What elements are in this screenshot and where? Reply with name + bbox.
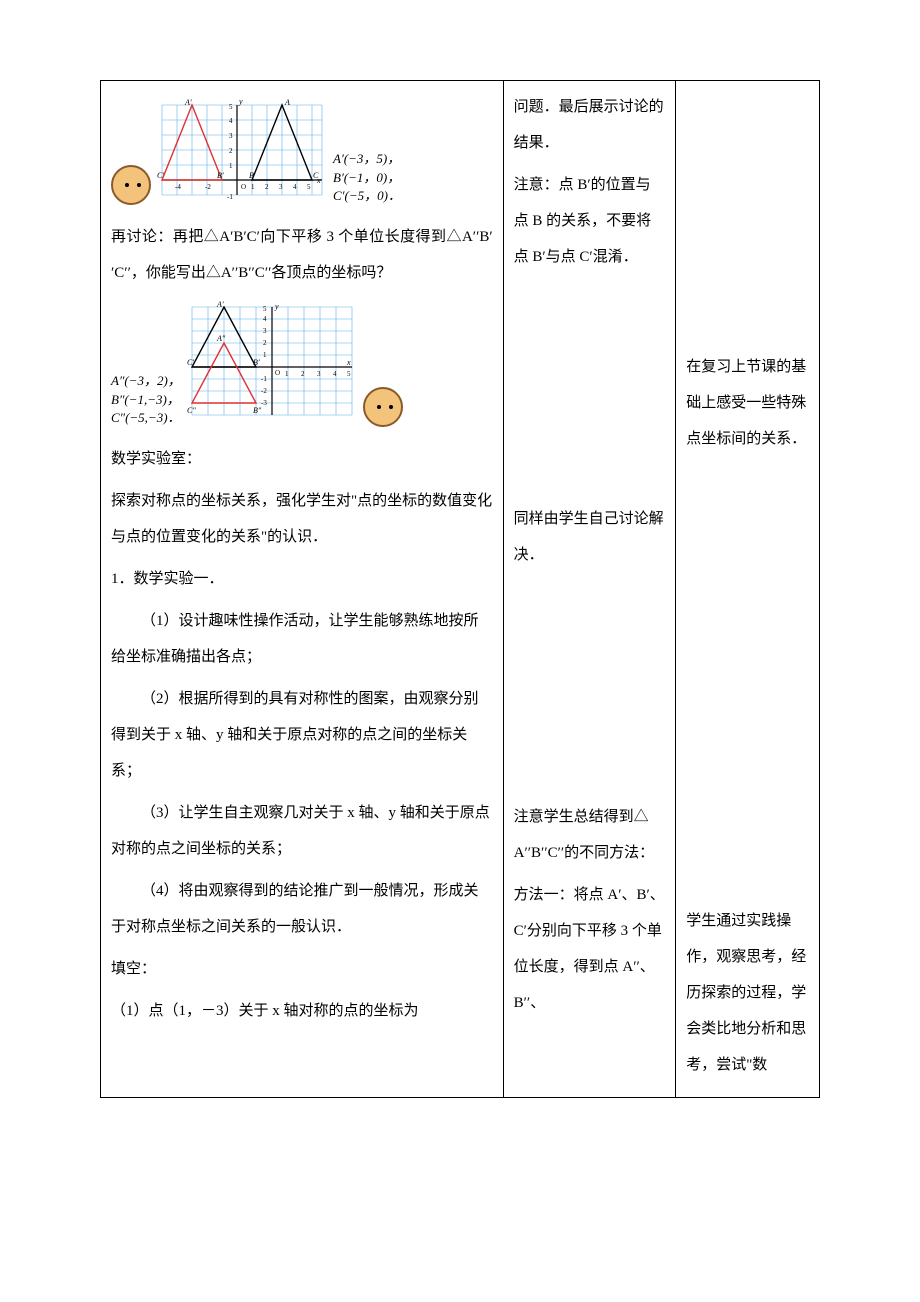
svg-text:x: x [316,176,321,185]
spacer [686,463,809,903]
svg-text:3: 3 [279,183,283,191]
svg-text:1: 1 [251,183,255,191]
fig2-coords: A″(−3，2)， B″(−1,−3)， C″(−5,−3)． [111,372,181,427]
svg-text:5: 5 [229,103,233,111]
svg-text:A′: A′ [216,300,224,309]
fill-title: 填空： [111,951,493,987]
svg-text:4: 4 [333,370,337,378]
svg-text:y: y [274,302,279,311]
coord-b-prime: B′(−1，0)， [333,169,401,187]
spacer [514,579,666,799]
exp1-item-3: （3）让学生自主观察几对关于 x 轴、y 轴和关于原点对称的点之间坐标的关系； [111,795,493,867]
note-p1: 问题．最后展示讨论的结果． [514,89,666,161]
svg-text:3: 3 [229,132,233,140]
exp1-item-2: （2）根据所得到的具有对称性的图案，由观察分别得到关于 x 轴、y 轴和关于原点… [111,681,493,789]
chart-2: O 1 2 3 4 5 1 2 3 4 5 -1 -2 -3 A′ B′ C′ A″ B″ C″ x y [187,297,357,427]
svg-text:C′: C′ [157,171,164,180]
svg-text:-2: -2 [261,387,267,395]
coord-a-dprime: A″(−3，2)， [111,372,181,390]
svg-text:O: O [241,183,246,191]
svg-text:2: 2 [301,370,305,378]
svg-text:-1: -1 [261,375,267,383]
fill-item-1: （1）点（1，－3）关于 x 轴对称的点的坐标为 [111,993,493,1029]
spacer [686,89,809,349]
svg-text:2: 2 [229,147,233,155]
svg-text:C″: C″ [187,406,196,415]
avatar-boy-icon [111,165,151,205]
svg-text:1: 1 [263,351,267,359]
coord-c-dprime: C″(−5,−3)． [111,409,181,427]
svg-text:-4: -4 [175,183,181,191]
note-p5: 方法一：将点 A′、B′、C′分别向下平移 3 个单位长度，得到点 A′′、B′… [514,877,666,1021]
svg-text:A″: A″ [216,334,226,343]
col-teacher-notes: 问题．最后展示讨论的结果． 注意：点 B′的位置与点 B 的关系，不要将点 B′… [503,81,676,1098]
svg-text:-1: -1 [227,193,233,201]
note-p4: 注意学生总结得到△ A′′B′′C′′的不同方法： [514,799,666,871]
lab-title: 数学实验室： [111,441,493,477]
svg-text:5: 5 [347,370,351,378]
lab-intro: 探索对称点的坐标关系，强化学生对"点的坐标的数值变化与点的位置变化的关系"的认识… [111,483,493,555]
svg-text:C′: C′ [187,358,194,367]
svg-text:2: 2 [263,339,267,347]
figure-2: A″(−3，2)， B″(−1,−3)， C″(−5,−3)． [111,297,493,427]
coord-b-dprime: B″(−1,−3)， [111,391,181,409]
svg-text:1: 1 [285,370,289,378]
figure-1: -4-2 O 12345 12345 -1 ABC A′B′C′ [111,95,493,205]
discuss-again: 再讨论：再把△A′B′C′向下平移 3 个单位长度得到△A′′B′′C′′，你能… [111,219,493,291]
svg-text:4: 4 [229,117,233,125]
svg-text:5: 5 [307,183,311,191]
svg-text:4: 4 [293,183,297,191]
svg-text:O: O [275,369,280,377]
student-p2: 学生通过实践操作，观察思考，经历探索的过程，学会类比地分析和思考，尝试"数 [686,903,809,1083]
svg-text:-2: -2 [205,183,211,191]
svg-text:1: 1 [229,162,233,170]
svg-text:2: 2 [265,183,269,191]
svg-text:A: A [284,98,290,107]
svg-text:-3: -3 [261,399,267,407]
note-p3: 同样由学生自己讨论解决． [514,501,666,573]
exp1-title: 1．数学实验一． [111,561,493,597]
note-p2: 注意：点 B′的位置与点 B 的关系，不要将点 B′与点 C′混淆． [514,167,666,275]
spacer [514,281,666,501]
coord-a-prime: A′(−3，5)， [333,150,401,168]
svg-text:x: x [346,358,351,367]
svg-text:B′: B′ [217,171,224,180]
exp1-item-1: （1）设计趣味性操作活动，让学生能够熟练地按所给坐标准确描出各点； [111,603,493,675]
svg-text:3: 3 [263,327,267,335]
avatar-girl-icon [363,387,403,427]
col-main: -4-2 O 12345 12345 -1 ABC A′B′C′ [101,81,504,1098]
fig1-coords: A′(−3，5)， B′(−1，0)， C′(−5，0)． [333,150,401,205]
svg-text:A′: A′ [184,98,192,107]
coord-c-prime: C′(−5，0)． [333,187,401,205]
svg-text:3: 3 [317,370,321,378]
exp1-item-4: （4）将由观察得到的结论推广到一般情况，形成关于对称点坐标之间关系的一般认识． [111,873,493,945]
svg-text:5: 5 [263,305,267,313]
lesson-table: -4-2 O 12345 12345 -1 ABC A′B′C′ [100,80,820,1098]
svg-text:4: 4 [263,315,267,323]
svg-text:B″: B″ [253,406,262,415]
student-p1: 在复习上节课的基础上感受一些特殊点坐标间的关系． [686,349,809,457]
chart-1: -4-2 O 12345 12345 -1 ABC A′B′C′ [157,95,327,205]
svg-text:y: y [238,97,243,106]
svg-text:B: B [249,171,254,180]
col-student-notes: 在复习上节课的基础上感受一些特殊点坐标间的关系． 学生通过实践操作，观察思考，经… [676,81,820,1098]
svg-text:B′: B′ [253,358,260,367]
